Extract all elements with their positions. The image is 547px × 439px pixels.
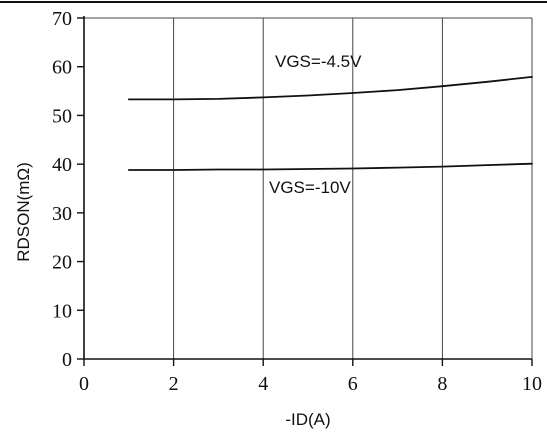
y-tick-label: 70 [52, 8, 72, 30]
x-tick-label: 6 [348, 373, 358, 395]
y-tick-labels: 0 10 20 30 40 50 60 70 [52, 8, 72, 371]
x-tick-label: 8 [437, 373, 447, 395]
x-axis-title: -ID(A) [285, 410, 330, 429]
grid [84, 17, 533, 359]
y-tick-label: 0 [62, 349, 72, 371]
x-tick-label: 0 [79, 373, 89, 395]
y-tick-label: 50 [52, 105, 72, 127]
x-tick-label: 10 [522, 373, 542, 395]
y-tick-label: 30 [52, 203, 72, 225]
x-tick-labels: 0 2 4 6 8 10 [79, 373, 542, 395]
y-tick-label: 10 [52, 300, 72, 322]
y-tick-label: 40 [52, 154, 72, 176]
series-line-vgs-10v [127, 162, 533, 171]
y-tick-label: 60 [52, 57, 72, 79]
axes [77, 16, 533, 366]
y-tick-label: 20 [52, 252, 72, 274]
series-label-vgs-10v: VGS=-10V [269, 178, 351, 197]
series-lines [127, 76, 533, 171]
series-label-vgs-4-5v: VGS=-4.5V [275, 52, 362, 71]
x-tick-label: 4 [258, 373, 268, 395]
x-tick-label: 2 [169, 373, 179, 395]
series-line-vgs-4-5v [127, 76, 533, 101]
y-axis-title: RDSON(mΩ) [14, 162, 33, 262]
